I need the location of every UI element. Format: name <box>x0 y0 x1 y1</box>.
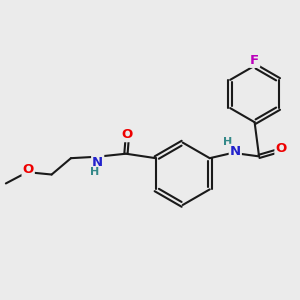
Text: N: N <box>92 155 103 169</box>
Text: O: O <box>122 128 133 141</box>
Text: F: F <box>250 54 259 67</box>
Text: H: H <box>223 137 232 147</box>
Text: O: O <box>275 142 287 155</box>
Text: H: H <box>89 167 99 177</box>
Text: O: O <box>22 163 34 176</box>
Text: N: N <box>230 145 241 158</box>
